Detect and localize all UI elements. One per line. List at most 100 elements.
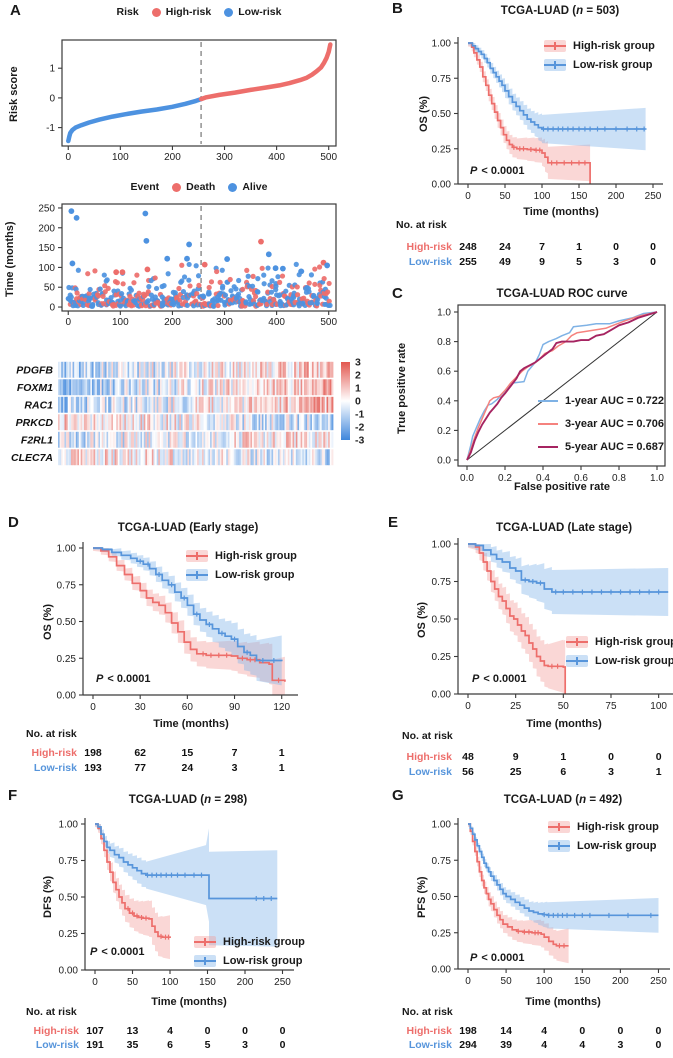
legend-item-low-risk: Low-risk group	[194, 955, 305, 967]
svg-text:200: 200	[38, 223, 55, 234]
risk-table-header: No. at risk	[396, 219, 447, 231]
svg-text:0.00: 0.00	[57, 691, 77, 702]
legend-item-3-year: 3-year AUC = 0.706	[538, 418, 664, 430]
p-value: P < 0.0001	[90, 946, 145, 958]
svg-text:FOXM1: FOXM1	[17, 382, 53, 394]
svg-text:0.75: 0.75	[432, 577, 452, 588]
svg-text:200: 200	[164, 317, 181, 328]
risk-table-header: No. at risk	[26, 1006, 77, 1018]
svg-text:0.0: 0.0	[460, 473, 474, 484]
svg-text:1.0: 1.0	[650, 473, 664, 484]
high-risk-swatch-icon	[548, 821, 570, 833]
svg-text:0.4: 0.4	[536, 473, 550, 484]
svg-text:0.75: 0.75	[432, 74, 452, 85]
svg-text:250: 250	[274, 977, 291, 988]
svg-text:120: 120	[273, 702, 290, 713]
svg-text:500: 500	[320, 152, 337, 163]
x-axis-label: Time (months)	[151, 996, 227, 1008]
svg-text:30: 30	[135, 702, 147, 713]
panel-f-title: TCGA-LUAD (n = 298)	[128, 794, 248, 806]
svg-text:50: 50	[499, 191, 511, 202]
legend-item-low-risk: Low-risk group	[544, 59, 655, 71]
panel-d-title: TCGA-LUAD (Early stage)	[117, 522, 259, 534]
panel-f: F TCGA-LUAD (n = 298) 1.00 0.75 0.50 0.25 0.…	[0, 785, 340, 1058]
svg-text:200: 200	[608, 191, 625, 202]
svg-text:400: 400	[268, 152, 285, 163]
svg-text:150: 150	[574, 976, 591, 987]
svg-text:PDGFB: PDGFB	[16, 364, 53, 376]
svg-text:1: 1	[49, 64, 55, 75]
svg-text:100: 100	[162, 977, 179, 988]
low-risk-dot-icon	[224, 7, 234, 17]
svg-text:100: 100	[534, 191, 551, 202]
svg-text:0.0: 0.0	[437, 456, 451, 467]
svg-text:90: 90	[229, 702, 241, 713]
svg-text:100: 100	[536, 976, 553, 987]
legend-item-high-risk: High-risk group	[186, 550, 297, 562]
svg-text:1.00: 1.00	[432, 39, 452, 50]
svg-text:75: 75	[605, 701, 617, 712]
high-risk-swatch-icon	[194, 936, 216, 948]
svg-text:1.00: 1.00	[432, 820, 452, 831]
svg-text:150: 150	[38, 243, 55, 254]
high-risk-swatch-icon	[186, 550, 208, 562]
high-risk-dot-icon	[151, 7, 161, 17]
svg-text:1: 1	[355, 383, 361, 395]
svg-text:100: 100	[38, 263, 55, 274]
panel-letter-f: F	[8, 787, 18, 804]
svg-text:50: 50	[44, 283, 56, 294]
svg-text:0.4: 0.4	[437, 396, 451, 407]
legend-item-high-risk: High-risk	[151, 6, 211, 18]
svg-text:0.2: 0.2	[437, 426, 451, 437]
svg-text:0.25: 0.25	[432, 144, 452, 155]
km-chart-pfs: 1.00 0.75 0.50 0.25 0.00 0 50 100 150 200 250	[432, 818, 670, 987]
svg-text:0.00: 0.00	[59, 966, 79, 977]
svg-text:50: 50	[558, 701, 570, 712]
svg-text:200: 200	[164, 152, 181, 163]
svg-text:0: 0	[49, 303, 55, 314]
svg-text:150: 150	[199, 977, 216, 988]
y-axis-label: OS (%)	[42, 603, 54, 641]
svg-text:0.2: 0.2	[498, 473, 512, 484]
legend: High-risk group Low-risk group	[566, 636, 673, 667]
svg-text:0: 0	[355, 396, 361, 408]
p-value: P < 0.0001	[96, 673, 151, 685]
svg-text:1.00: 1.00	[59, 820, 79, 831]
svg-text:0: 0	[65, 152, 71, 163]
legend: High-risk group Low-risk group	[194, 936, 305, 967]
svg-text:PRKCD: PRKCD	[16, 417, 54, 429]
svg-text:200: 200	[237, 977, 254, 988]
y-axis-label: DFS (%)	[42, 875, 54, 919]
svg-text:0.6: 0.6	[437, 367, 451, 378]
svg-text:100: 100	[112, 317, 129, 328]
risk-table-header: No. at risk	[26, 728, 77, 740]
legend: High-risk group Low-risk group	[548, 821, 659, 852]
low-risk-swatch-icon	[544, 59, 566, 71]
legend-item-low-risk: Low-risk group	[548, 840, 659, 852]
svg-text:0.50: 0.50	[57, 617, 77, 628]
event-legend-title: Event	[130, 181, 160, 193]
svg-text:0.25: 0.25	[59, 929, 79, 940]
svg-text:0.25: 0.25	[432, 928, 452, 939]
y-axis-label: OS (%)	[416, 601, 428, 639]
low-risk-swatch-icon	[548, 840, 570, 852]
legend-item-high-risk: High-risk group	[566, 636, 673, 648]
svg-text:0.50: 0.50	[432, 892, 452, 903]
svg-text:2: 2	[355, 370, 361, 382]
legend-item-low-risk: Low-risk group	[566, 655, 673, 667]
svg-text:0.50: 0.50	[432, 109, 452, 120]
svg-text:-3: -3	[355, 435, 364, 447]
svg-text:50: 50	[127, 977, 139, 988]
svg-text:200: 200	[612, 976, 629, 987]
legend: High-risk group Low-risk group	[544, 40, 655, 71]
km-chart-os: 1.00 0.75 0.50 0.25 0.00 0 50 100 150 200 250	[432, 37, 663, 202]
svg-text:0: 0	[465, 976, 471, 987]
km-chart-late-stage: 1.00 0.75 0.50 0.25 0.00 0 25 50 75 100	[432, 538, 673, 712]
svg-text:50: 50	[501, 976, 513, 987]
legend-item-high-risk: High-risk group	[548, 821, 659, 833]
roc-legend: 1-year AUC = 0.722 3-year AUC = 0.706 5-…	[538, 395, 664, 453]
event-legend: Event Death Alive	[62, 181, 336, 193]
panel-letter-g: G	[392, 787, 404, 804]
svg-text:1.00: 1.00	[432, 540, 452, 551]
